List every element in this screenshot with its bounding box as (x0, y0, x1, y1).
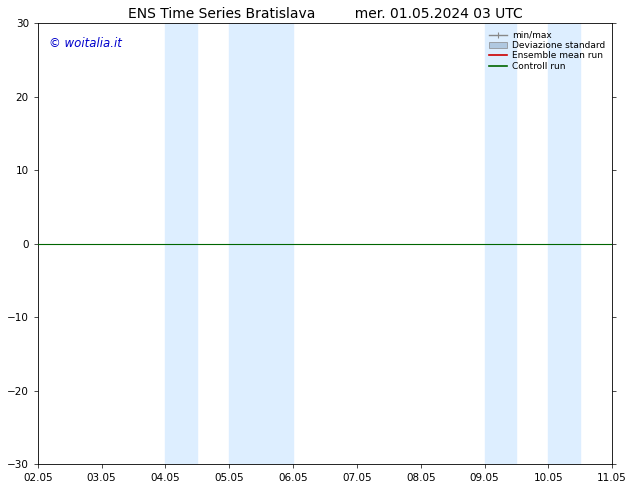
Bar (548, 24, 580, 464)
Bar (230, 24, 293, 464)
Title: ENS Time Series Bratislava         mer. 01.05.2024 03 UTC: ENS Time Series Bratislava mer. 01.05.20… (127, 7, 522, 21)
Text: © woitalia.it: © woitalia.it (49, 37, 122, 49)
Bar (165, 24, 197, 464)
Legend: min/max, Deviazione standard, Ensemble mean run, Controll run: min/max, Deviazione standard, Ensemble m… (486, 28, 607, 74)
Bar (484, 24, 517, 464)
